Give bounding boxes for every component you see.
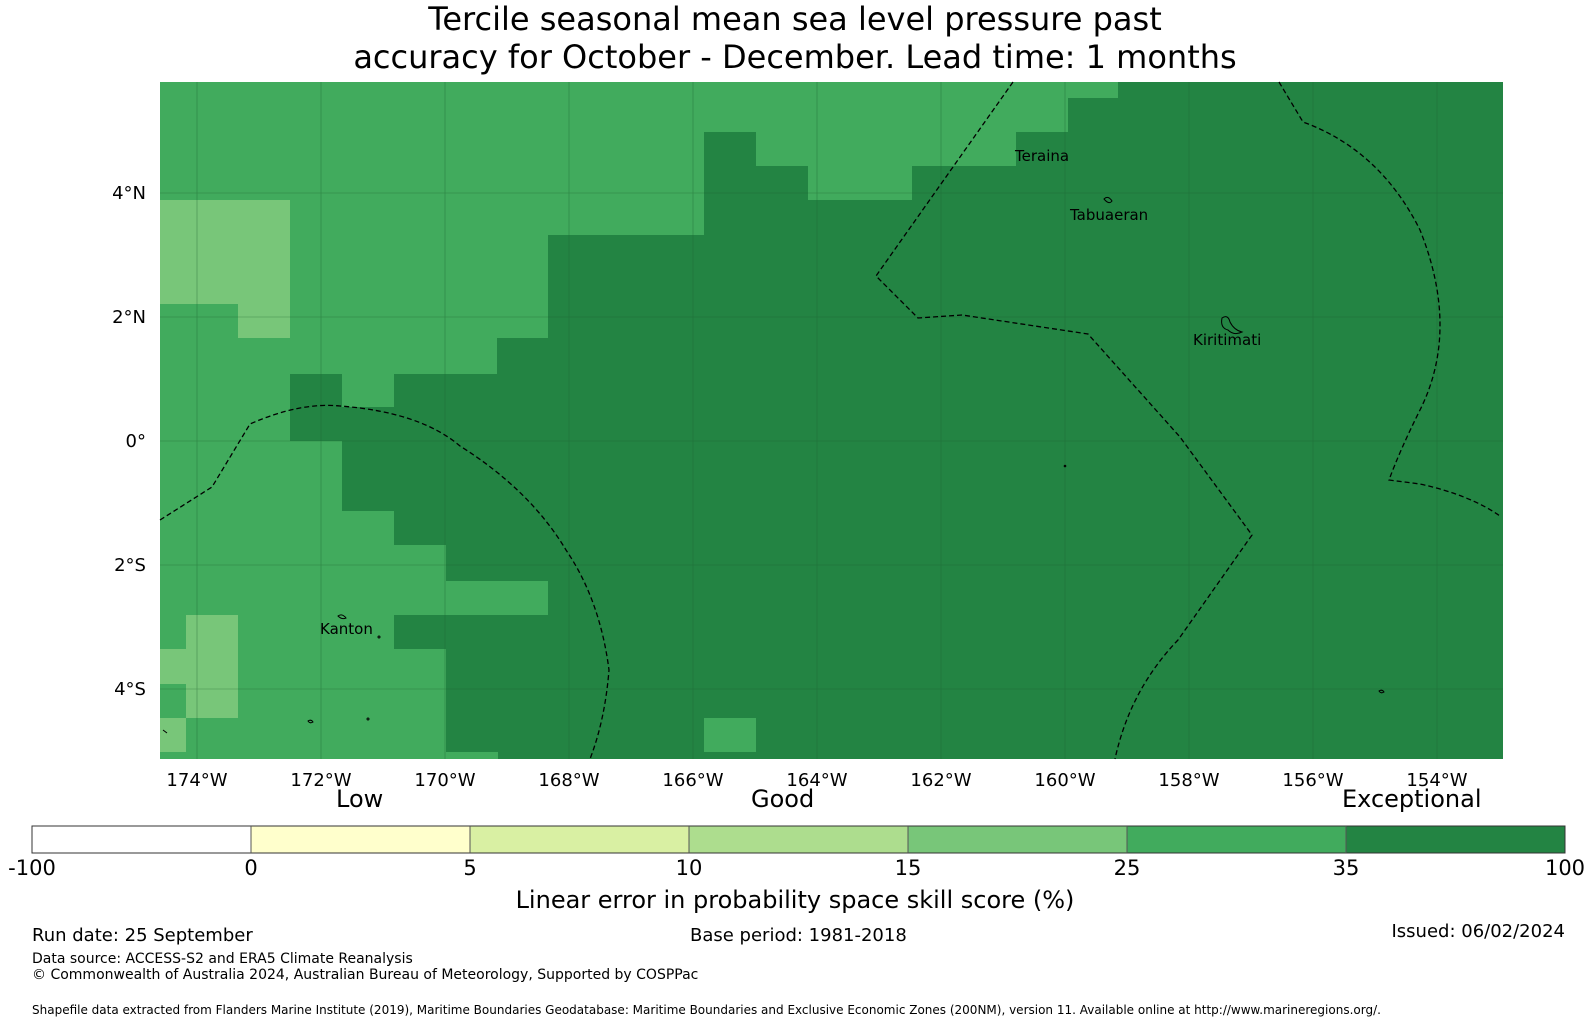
- lon-label: 158°W: [1158, 770, 1219, 791]
- lon-label: 160°W: [1034, 770, 1095, 791]
- place-label-tabuaeran: Tabuaeran: [1069, 206, 1148, 224]
- lon-label: 164°W: [786, 770, 847, 791]
- lon-label: 162°W: [910, 770, 971, 791]
- colorbar: [31, 825, 1566, 854]
- title-line-1: Tercile seasonal mean sea level pressure…: [428, 0, 1162, 38]
- skill-cell-exceptional: [394, 615, 446, 649]
- lat-label: 0°: [126, 431, 146, 452]
- island-kiritimati: [1221, 316, 1244, 335]
- shapefile-credit: Shapefile data extracted from Flanders M…: [32, 1003, 1381, 1017]
- lon-label: 156°W: [1282, 770, 1343, 791]
- skill-region-good: [160, 82, 1118, 759]
- lat-label: 4°S: [114, 679, 146, 700]
- lat-label: 2°N: [112, 307, 146, 328]
- colorbar-segment: [1346, 826, 1565, 853]
- title-line-2: accuracy for October - December. Lead ti…: [353, 38, 1237, 76]
- colorbar-segment: [32, 826, 251, 853]
- skill-cell-good: [446, 752, 498, 759]
- lon-label: 168°W: [538, 770, 599, 791]
- place-label-kanton: Kanton: [320, 620, 373, 638]
- issued-date: Issued: 06/02/2024: [1391, 921, 1565, 942]
- lon-label: 174°W: [166, 770, 227, 791]
- map-title: Tercile seasonal mean sea level pressure…: [0, 0, 1590, 76]
- skill-region-moderate: [160, 615, 238, 718]
- colorbar-tick: 100: [1544, 856, 1586, 880]
- run-date: Run date: 25 September: [32, 925, 253, 946]
- colorbar-tick: -100: [8, 856, 56, 880]
- lon-label: 166°W: [662, 770, 723, 791]
- skill-region-moderate: [160, 200, 290, 338]
- colorbar-segment: [689, 826, 908, 853]
- colorbar-tick: 15: [894, 856, 922, 880]
- island-tabuaeran: [1103, 196, 1113, 204]
- colorbar-tick: 0: [244, 856, 258, 880]
- lat-label: 4°N: [112, 183, 146, 204]
- skill-cell-exceptional: [290, 374, 342, 441]
- base-period: Base period: 1981-2018: [690, 925, 907, 946]
- colorbar-tick: 5: [463, 856, 477, 880]
- lon-label: 154°W: [1406, 770, 1467, 791]
- island-kanton: [337, 614, 347, 620]
- place-label-kiritimati: Kiritimati: [1193, 331, 1261, 349]
- colorbar-tick: 25: [1113, 856, 1141, 880]
- colorbar-segment: [251, 826, 470, 853]
- lon-label: 172°W: [290, 770, 351, 791]
- lon-label: 170°W: [414, 770, 475, 791]
- eez-boundaries: [159, 81, 1501, 760]
- data-source: Data source: ACCESS-S2 and ERA5 Climate …: [32, 951, 413, 967]
- colorbar-segment: [908, 826, 1127, 853]
- skill-cell-moderate: [160, 718, 186, 752]
- colorbar-segment: [1127, 826, 1346, 853]
- lat-label: 2°S: [114, 555, 146, 576]
- legend-category-good: Good: [751, 785, 815, 813]
- islands: [162, 196, 1385, 734]
- skill-cell-good: [704, 718, 756, 752]
- legend-category-low: Low: [336, 785, 384, 813]
- colorbar-tick: 35: [1332, 856, 1360, 880]
- legend-category-exceptional: Exceptional: [1342, 785, 1482, 813]
- graticule: [160, 82, 1503, 759]
- colorbar-tick: 10: [675, 856, 703, 880]
- colorbar-segment: [470, 826, 689, 853]
- place-label-teraina: Teraina: [1014, 147, 1069, 165]
- colorbar-frame: [31, 825, 1566, 854]
- copyright: © Commonwealth of Australia 2024, Austra…: [32, 967, 699, 983]
- colorbar-label: Linear error in probability space skill …: [515, 886, 1075, 914]
